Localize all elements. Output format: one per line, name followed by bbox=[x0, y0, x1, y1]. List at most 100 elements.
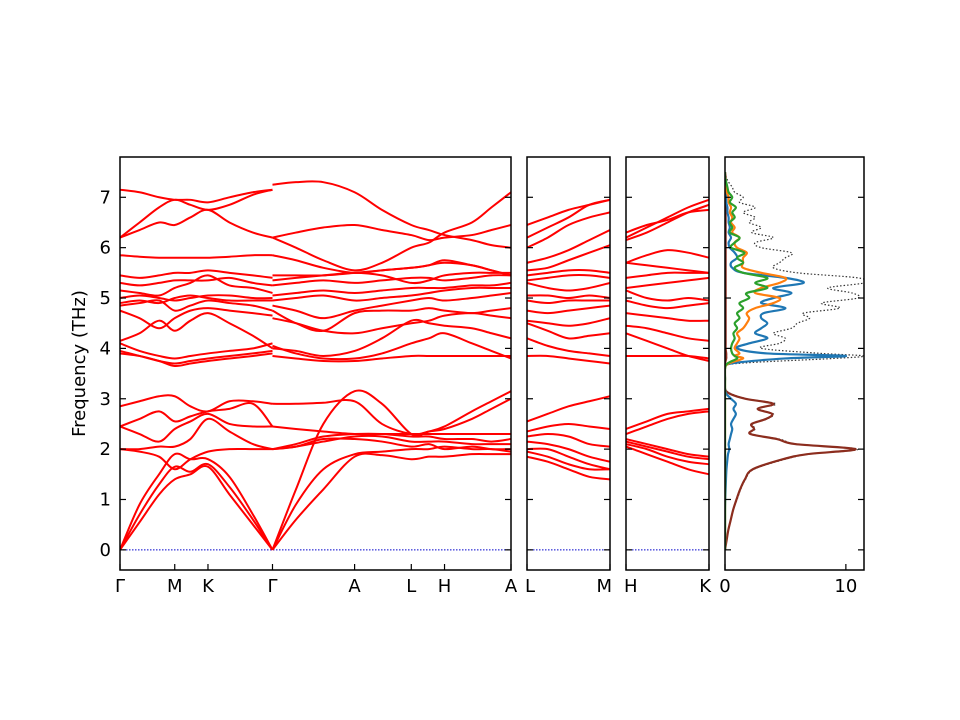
x-tick-label: L bbox=[406, 576, 416, 597]
x-tick-label: L bbox=[525, 576, 535, 597]
band-line bbox=[272, 307, 511, 333]
x-tick-label: K bbox=[202, 576, 215, 597]
band-line bbox=[120, 274, 273, 297]
panel-frame bbox=[625, 156, 710, 571]
band-line bbox=[626, 208, 709, 234]
band-line bbox=[626, 261, 709, 274]
band-line bbox=[527, 440, 610, 463]
y-tick-label: 3 bbox=[100, 389, 111, 410]
band-panel-path-l-m bbox=[527, 198, 610, 551]
x-tick-label: K bbox=[699, 576, 712, 597]
band-line bbox=[272, 312, 511, 335]
y-tick-label: 0 bbox=[100, 540, 111, 561]
band-line bbox=[120, 188, 273, 239]
band-line bbox=[272, 354, 511, 363]
band-line bbox=[120, 462, 274, 551]
band-line bbox=[626, 203, 709, 242]
band-line bbox=[120, 254, 273, 259]
x-tick-label: A bbox=[505, 576, 518, 597]
band-line bbox=[626, 438, 709, 458]
band-line bbox=[120, 465, 274, 551]
band-line bbox=[527, 229, 610, 264]
band-line bbox=[527, 354, 610, 365]
band-line bbox=[527, 455, 610, 481]
y-tick-label: 4 bbox=[100, 338, 111, 359]
band-line bbox=[120, 294, 273, 305]
band-line bbox=[626, 407, 709, 430]
band-line bbox=[120, 188, 273, 204]
x-tick-label: H bbox=[438, 576, 452, 597]
y-tick-label: 7 bbox=[100, 187, 111, 208]
band-line bbox=[626, 289, 709, 302]
band-line bbox=[120, 312, 274, 350]
band-line bbox=[527, 269, 610, 277]
dos-line bbox=[725, 171, 864, 550]
dos-line bbox=[725, 172, 769, 550]
band-line bbox=[120, 342, 273, 360]
x-tick-label: A bbox=[348, 576, 361, 597]
band-line bbox=[272, 191, 511, 272]
band-line bbox=[626, 312, 709, 322]
band-line bbox=[626, 440, 709, 461]
band-line bbox=[120, 352, 273, 368]
band-line bbox=[626, 271, 709, 279]
y-tick-label: 6 bbox=[100, 238, 111, 259]
band-line bbox=[120, 412, 273, 443]
panel-frame bbox=[119, 156, 512, 571]
x-tick-label: Γ bbox=[267, 576, 277, 597]
band-line bbox=[626, 332, 709, 362]
band-line bbox=[120, 307, 273, 330]
y-tick-label: 5 bbox=[100, 288, 111, 309]
band-line bbox=[272, 180, 511, 249]
band-line bbox=[527, 447, 610, 471]
band-line bbox=[527, 294, 610, 300]
band-line bbox=[120, 276, 273, 287]
band-line bbox=[120, 269, 273, 279]
band-line bbox=[527, 317, 610, 327]
band-line bbox=[272, 223, 511, 242]
band-panel-path-gamma-m-k-gamma-a-l-h-a bbox=[120, 180, 511, 551]
band-panel-path-h-k bbox=[626, 198, 709, 551]
band-line bbox=[626, 445, 709, 476]
band-line bbox=[626, 324, 709, 342]
band-line bbox=[626, 410, 709, 435]
band-line bbox=[272, 286, 511, 302]
band-line bbox=[527, 281, 610, 292]
dos-panel-frame bbox=[724, 156, 865, 571]
x-tick-label: M bbox=[167, 576, 183, 597]
band-line bbox=[626, 276, 709, 289]
band-line bbox=[527, 337, 610, 357]
band-line bbox=[272, 332, 511, 361]
band-line bbox=[272, 281, 511, 297]
band-line bbox=[527, 433, 610, 448]
band-line bbox=[527, 299, 610, 305]
band-line bbox=[626, 354, 709, 360]
band-line bbox=[271, 389, 511, 551]
band-line bbox=[527, 274, 610, 282]
x-tick-label: M bbox=[596, 576, 612, 597]
y-tick-label: 2 bbox=[100, 439, 111, 460]
band-line bbox=[272, 254, 511, 277]
band-line bbox=[272, 291, 511, 320]
band-line bbox=[626, 249, 709, 264]
band-line bbox=[120, 394, 273, 413]
band-line bbox=[271, 445, 511, 551]
band-line bbox=[120, 417, 273, 451]
panel-frame bbox=[526, 156, 611, 571]
band-line bbox=[120, 447, 273, 471]
band-line bbox=[527, 211, 610, 249]
band-line bbox=[527, 304, 610, 315]
band-line bbox=[626, 198, 709, 239]
band-line bbox=[272, 432, 511, 451]
dos-lines-layer bbox=[725, 171, 864, 551]
band-line bbox=[626, 299, 709, 310]
dos-panel bbox=[725, 171, 864, 551]
band-line bbox=[527, 450, 610, 471]
band-line bbox=[120, 208, 273, 239]
band-line bbox=[272, 318, 511, 357]
band-line bbox=[626, 443, 709, 466]
dos-x-tick-label: 0 bbox=[719, 576, 730, 597]
band-line bbox=[120, 294, 273, 302]
